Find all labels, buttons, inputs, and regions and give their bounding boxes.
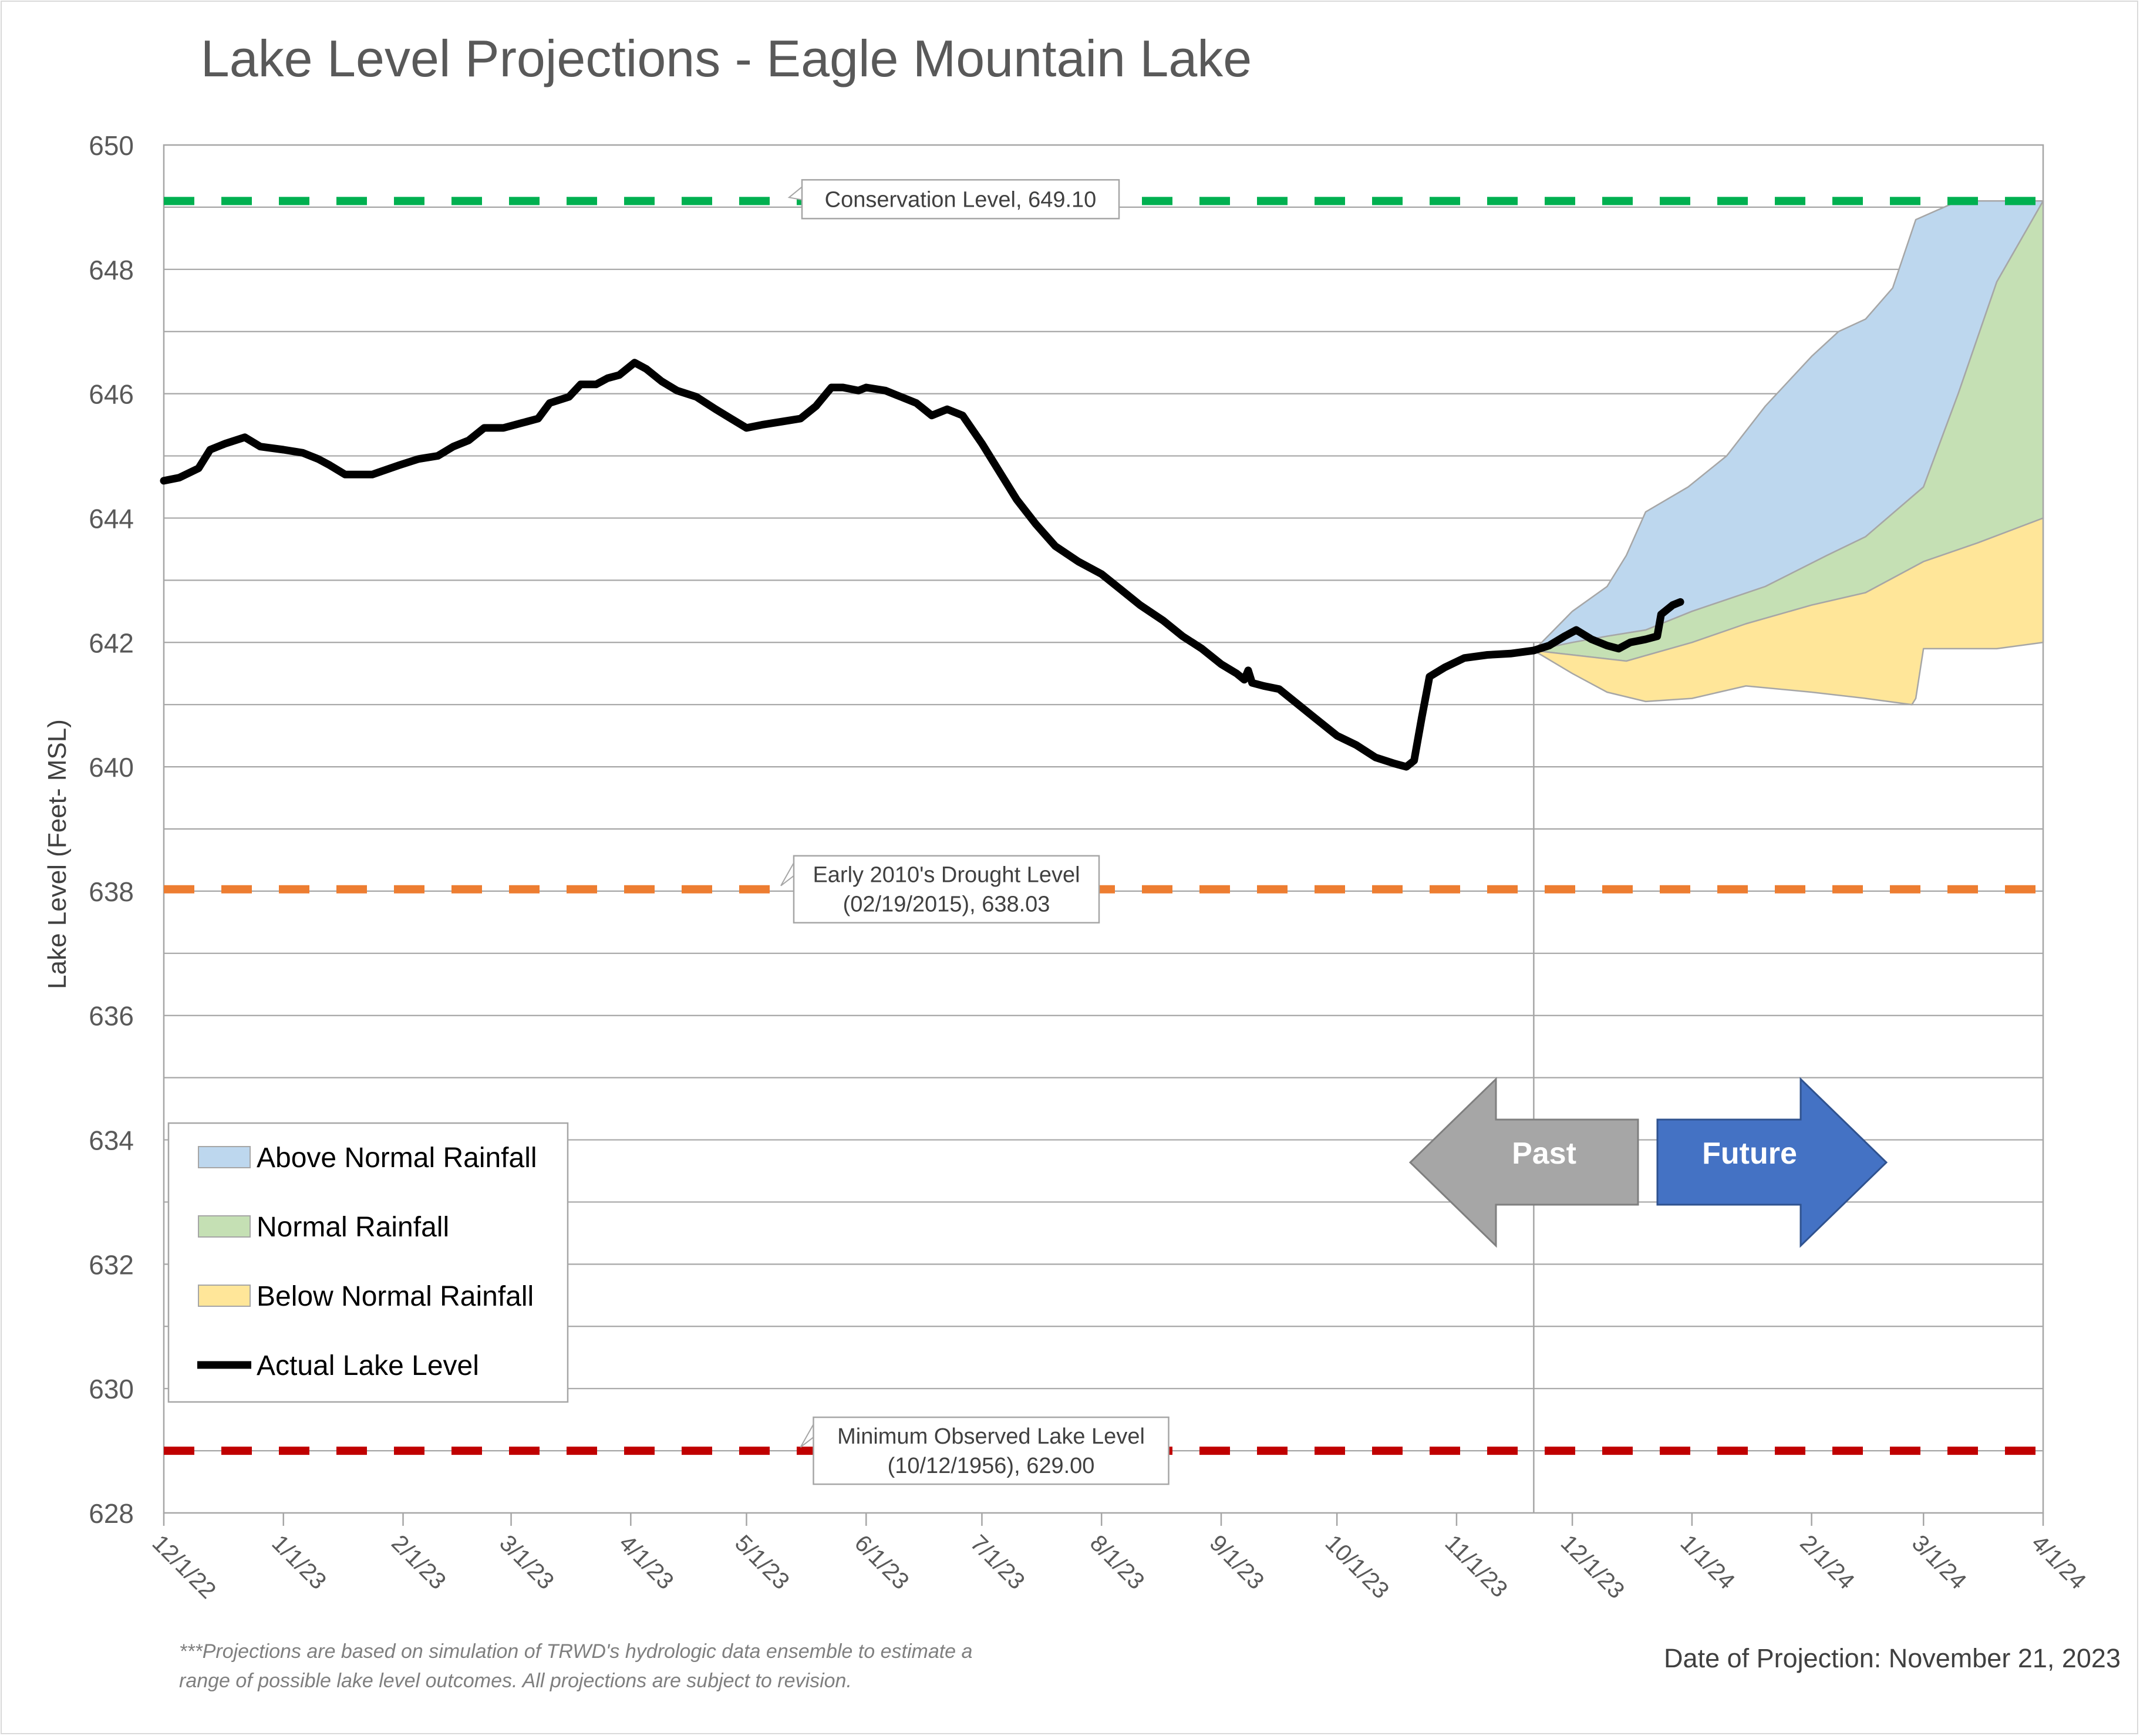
y-tick-label: 638	[89, 877, 134, 907]
y-axis-label: Lake Level (Feet- MSL)	[43, 719, 72, 989]
legend-item: Normal Rainfall	[198, 1212, 449, 1243]
x-tick-label: 3/1/24	[1907, 1530, 1972, 1595]
past-arrow: Past	[1408, 1077, 1639, 1248]
x-tick-label: 2/1/23	[386, 1530, 451, 1595]
chart-title: Lake Level Projections - Eagle Mountain …	[201, 29, 1252, 87]
y-tick-label: 632	[89, 1249, 134, 1280]
projection-bands	[1533, 200, 2044, 706]
x-tick-label: 1/1/23	[267, 1530, 331, 1595]
x-tick-label: 7/1/23	[965, 1530, 1030, 1595]
y-tick-label: 644	[89, 503, 134, 534]
x-tick-label: 4/1/24	[2027, 1530, 2091, 1595]
legend-label: Normal Rainfall	[257, 1212, 449, 1243]
callout-text: Early 2010's Drought Level	[813, 863, 1080, 888]
y-tick-label: 648	[89, 255, 134, 285]
y-tick-label: 640	[89, 752, 134, 783]
legend-swatch	[198, 1215, 251, 1238]
date-of-projection: Date of Projection: November 21, 2023	[1664, 1643, 2121, 1673]
x-tick-label: 9/1/23	[1205, 1530, 1269, 1595]
x-tick-label: 10/1/23	[1320, 1530, 1394, 1603]
legend-swatch	[198, 1285, 251, 1307]
callout-box	[813, 1416, 1170, 1485]
y-tick-label: 634	[89, 1125, 134, 1156]
y-tick-label: 630	[89, 1374, 134, 1404]
legend-swatch	[198, 1146, 251, 1168]
legend-label: Actual Lake Level	[257, 1350, 479, 1381]
past-arrow-label: Past	[1512, 1137, 1576, 1171]
y-tick-label: 628	[89, 1498, 134, 1529]
callout-box	[801, 179, 1120, 220]
y-tick-label: 642	[89, 628, 134, 658]
callout-box	[793, 855, 1100, 923]
x-tick-label: 6/1/23	[850, 1530, 914, 1595]
time-arrows: Past Future	[1408, 1077, 1888, 1248]
callout-pointer	[787, 186, 803, 201]
x-tick-label: 12/1/22	[147, 1530, 221, 1603]
reference-line-early-2010-s-drought-level: Early 2010's Drought Level (02/19/2015), …	[164, 855, 2043, 923]
legend-box	[167, 1122, 569, 1403]
callout-pointer	[800, 1422, 814, 1448]
y-tick-label: 636	[89, 1001, 134, 1032]
callout-text: (10/12/1956), 629.00	[888, 1454, 1095, 1478]
legend-label: Above Normal Rainfall	[257, 1142, 537, 1174]
reference-line-minimum-observed-lake-level: Minimum Observed Lake Level (10/12/1956),…	[164, 1416, 2043, 1485]
future-arrow-label: Future	[1702, 1137, 1797, 1171]
x-tick-label: 2/1/24	[1795, 1530, 1859, 1595]
footnote-line: ***Projections are based on simulation o…	[179, 1640, 972, 1663]
footnote: ***Projections are based on simulation o…	[179, 1640, 972, 1692]
x-tick-label: 3/1/23	[494, 1530, 559, 1595]
future-arrow: Future	[1656, 1077, 1888, 1248]
band-below-normal-rainfall	[1533, 517, 2044, 706]
callout-text: Minimum Observed Lake Level	[837, 1424, 1145, 1449]
callout-text: Conservation Level, 649.10	[825, 187, 1097, 212]
x-tick-label: 12/1/23	[1556, 1530, 1629, 1603]
x-tick-label: 5/1/23	[730, 1530, 794, 1595]
legend-item: Actual Lake Level	[197, 1350, 479, 1381]
legend-item: Above Normal Rainfall	[198, 1142, 537, 1174]
x-tick-label: 4/1/23	[614, 1530, 679, 1595]
x-tick-label: 1/1/24	[1676, 1530, 1740, 1595]
series-actual-lake-level	[160, 359, 1684, 771]
callout-pointer	[780, 860, 794, 886]
x-axis: 12/1/22 1/1/23 2/1/23 3/1/23 4/1/23 5/1/23 6/1…	[147, 1513, 2091, 1604]
x-tick-label: 11/1/23	[1440, 1530, 1512, 1602]
legend: Above Normal Rainfall Normal Rainfall Belo…	[167, 1122, 569, 1403]
legend-label: Below Normal Rainfall	[257, 1281, 534, 1312]
past-arrow-shape	[1408, 1077, 1639, 1248]
x-tick-label: 8/1/23	[1085, 1530, 1150, 1595]
future-arrow-shape	[1656, 1077, 1888, 1248]
reference-line-conservation-level: Conservation Level, 649.10	[164, 179, 2043, 220]
y-tick-label: 650	[89, 130, 134, 161]
plot-area-border	[163, 144, 2044, 1514]
y-axis: 628 630 632 634 636 638 640 642 644 646 648 650	[89, 130, 134, 1529]
legend-item: Below Normal Rainfall	[198, 1281, 534, 1312]
footnote-line: range of possible lake level outcomes. A…	[179, 1670, 852, 1692]
callout-text: (02/19/2015), 638.03	[843, 892, 1050, 917]
y-tick-label: 646	[89, 379, 134, 410]
